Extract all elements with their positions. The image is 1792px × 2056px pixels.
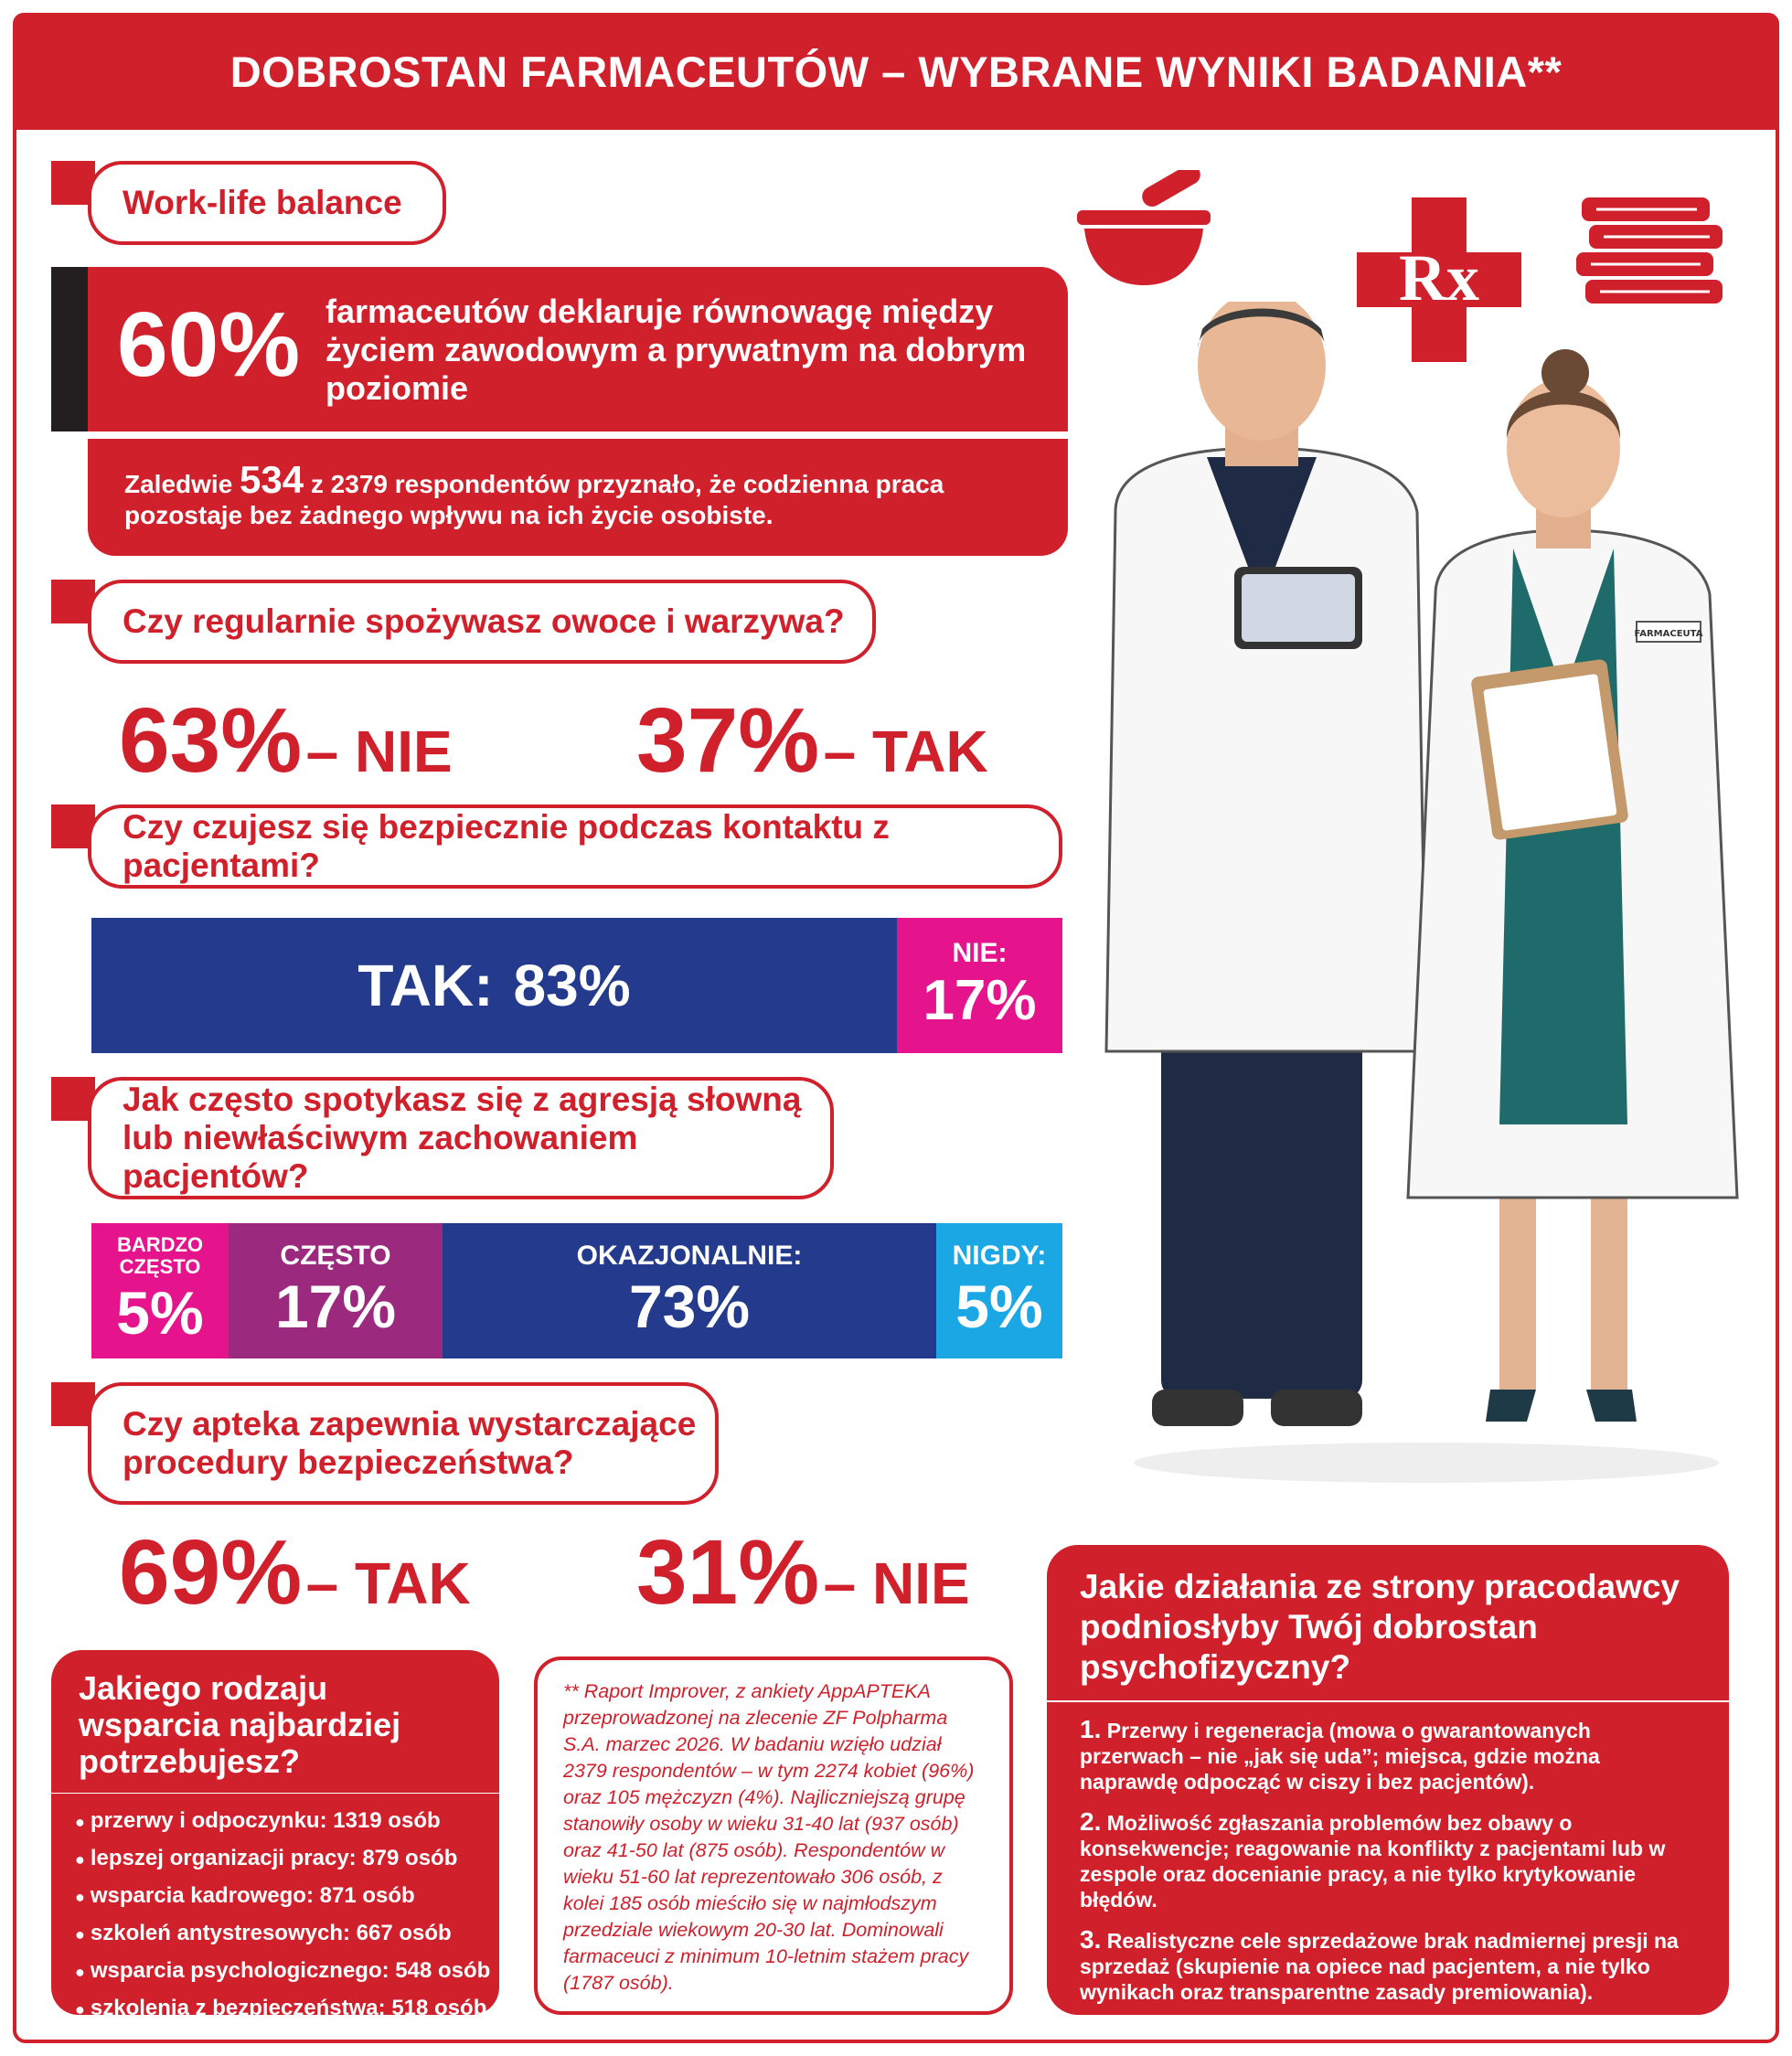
worklife-panel bbox=[88, 267, 1068, 431]
procedures-nie-percent: 31% bbox=[636, 1521, 820, 1624]
food-nie-percent: 63% bbox=[119, 689, 303, 792]
aggression-segment-percent: 5% bbox=[955, 1273, 1043, 1340]
food-tak-label: – TAK bbox=[823, 719, 988, 784]
procedures-question-line2: procedury bezpieczeństwa? bbox=[123, 1443, 574, 1481]
aggression-segment-percent: 73% bbox=[628, 1273, 751, 1340]
employer-item: 2. Możliwość zgłaszania problemów bez ob… bbox=[1080, 1809, 1696, 1912]
safe-nie-percent: 17% bbox=[923, 969, 1037, 1032]
worklife-sub-text: z 2379 respondentów przyznało, że codzie… bbox=[124, 470, 944, 529]
mortar-pestle-icon bbox=[1077, 170, 1211, 285]
pharmacist-man bbox=[1104, 302, 1428, 1426]
support-list: przerwy i odpoczynku: 1319 osób lepszej … bbox=[51, 1794, 499, 2020]
employer-item-number: 1. bbox=[1080, 1715, 1102, 1743]
aggression-segment-label: OKAZJONALNIE: bbox=[576, 1241, 803, 1271]
worklife-accent bbox=[51, 267, 90, 431]
food-tak-percent: 37% bbox=[636, 689, 820, 792]
aggression-segment: BARDZO CZĘSTO 5% bbox=[91, 1223, 229, 1358]
header-banner: DOBROSTAN FARMACEUTÓW – WYBRANE WYNIKI B… bbox=[13, 13, 1779, 130]
employer-item-number: 2. bbox=[1080, 1807, 1102, 1836]
aggression-segment: OKAZJONALNIE: 73% bbox=[443, 1223, 936, 1358]
aggression-question-line1: Jak często spotykasz się z agresją słown… bbox=[123, 1081, 802, 1118]
safe-tak-percent: 83% bbox=[513, 953, 631, 1018]
aggression-segment-label: NIGDY: bbox=[952, 1241, 1047, 1271]
worklife-subpanel: Zaledwie 534 z 2379 respondentów przyzna… bbox=[88, 439, 1068, 556]
safe-bar-nie: NIE: 17% bbox=[897, 918, 1062, 1053]
safe-question: Czy czujesz się bezpiecznie podczas kont… bbox=[88, 804, 1062, 889]
worklife-percent: 60% bbox=[117, 293, 301, 396]
worklife-text: farmaceutów deklaruje równowagę między ż… bbox=[325, 293, 1027, 407]
support-item: szkoleń antystresowych: 667 osób bbox=[75, 1915, 475, 1953]
procedures-answer-nie: 31% – NIE bbox=[636, 1527, 970, 1618]
procedures-tak-label: – TAK bbox=[305, 1550, 471, 1616]
footnote: ** Raport Improver, z ankiety AppAPTEKA … bbox=[534, 1657, 1013, 2015]
safe-nie-label: NIE: bbox=[952, 938, 1008, 968]
aggression-segment-percent: 5% bbox=[116, 1279, 204, 1347]
procedures-question-line1: Czy apteka zapewnia wystarczające bbox=[123, 1405, 697, 1443]
food-nie-label: – NIE bbox=[305, 719, 453, 784]
employer-item: 1. Przerwy i regeneracja (mowa o gwarant… bbox=[1080, 1717, 1696, 1795]
procedures-question: Czy apteka zapewnia wystarczające proced… bbox=[88, 1382, 719, 1505]
employer-item-text: Możliwość zgłaszania problemów bez obawy… bbox=[1080, 1811, 1666, 1912]
aggression-segment-percent: 17% bbox=[274, 1273, 397, 1340]
aggression-bar-chart: BARDZO CZĘSTO 5% CZĘSTO 17% OKAZJONALNIE: 73%… bbox=[91, 1223, 1062, 1358]
support-heading: Jakiego rodzaju wsparcia najbardziej pot… bbox=[51, 1650, 499, 1793]
worklife-sub-number: 534 bbox=[240, 458, 304, 501]
support-item: szkolenia z bezpieczeństwa: 518 osób bbox=[75, 1990, 486, 2028]
safe-bar-chart: TAK: 83% NIE: 17% bbox=[91, 918, 1062, 1053]
employer-list: 1. Przerwy i regeneracja (mowa o gwarant… bbox=[1047, 1702, 1729, 2015]
procedures-answer-tak: 69% – TAK bbox=[119, 1527, 471, 1618]
safe-tak-label: TAK: bbox=[357, 953, 494, 1018]
aggression-question-line2: lub niewłaściwym zachowaniem pacjentów? bbox=[123, 1119, 638, 1195]
procedures-tak-percent: 69% bbox=[119, 1521, 303, 1624]
support-item: wsparcia psychologicznego: 548 osób bbox=[75, 1953, 490, 1990]
safe-bar-tak: TAK: 83% bbox=[91, 918, 897, 1053]
page-title: DOBROSTAN FARMACEUTÓW – WYBRANE WYNIKI B… bbox=[229, 47, 1563, 96]
books-icon bbox=[1576, 197, 1723, 304]
rx-cross-icon: Rx bbox=[1357, 197, 1521, 362]
procedures-nie-label: – NIE bbox=[823, 1550, 970, 1616]
employer-item: 3. Realistyczne cele sprzedażowe brak na… bbox=[1080, 1927, 1696, 2005]
support-item: wsparcia kadrowego: 871 osób bbox=[75, 1878, 475, 1915]
name-badge: FARMACEUTA bbox=[1635, 629, 1703, 639]
support-item: lepszej organizacji pracy: 879 osób bbox=[75, 1840, 475, 1878]
pharmacist-woman: FARMACEUTA bbox=[1406, 349, 1739, 1422]
aggression-segment-label: BARDZO CZĘSTO bbox=[116, 1233, 204, 1278]
employer-item-number: 3. bbox=[1080, 1925, 1102, 1954]
svg-text:Rx: Rx bbox=[1399, 241, 1479, 314]
food-answer-tak: 37% – TAK bbox=[636, 695, 988, 786]
aggression-segment: CZĘSTO 17% bbox=[229, 1223, 443, 1358]
food-answer-nie: 63% – NIE bbox=[119, 695, 453, 786]
worklife-label: Work-life balance bbox=[88, 161, 446, 245]
employer-heading: Jakie działania ze strony pracodawcy pod… bbox=[1047, 1545, 1729, 1700]
support-item: przerwy i odpoczynku: 1319 osób bbox=[75, 1803, 475, 1840]
aggression-question: Jak często spotykasz się z agresją słown… bbox=[88, 1077, 834, 1199]
aggression-segment-label: CZĘSTO bbox=[280, 1241, 391, 1271]
aggression-segment: NIGDY: 5% bbox=[936, 1223, 1062, 1358]
pharmacists-illustration: FARMACEUTA bbox=[1104, 302, 1739, 1483]
food-question: Czy regularnie spożywasz owoce i warzywa… bbox=[88, 580, 876, 664]
employer-item-text: Realistyczne cele sprzedażowe brak nadmi… bbox=[1080, 1929, 1679, 2004]
worklife-sub-prefix: Zaledwie bbox=[124, 470, 233, 498]
employer-item-text: Przerwy i regeneracja (mowa o gwarantowa… bbox=[1080, 1719, 1600, 1794]
